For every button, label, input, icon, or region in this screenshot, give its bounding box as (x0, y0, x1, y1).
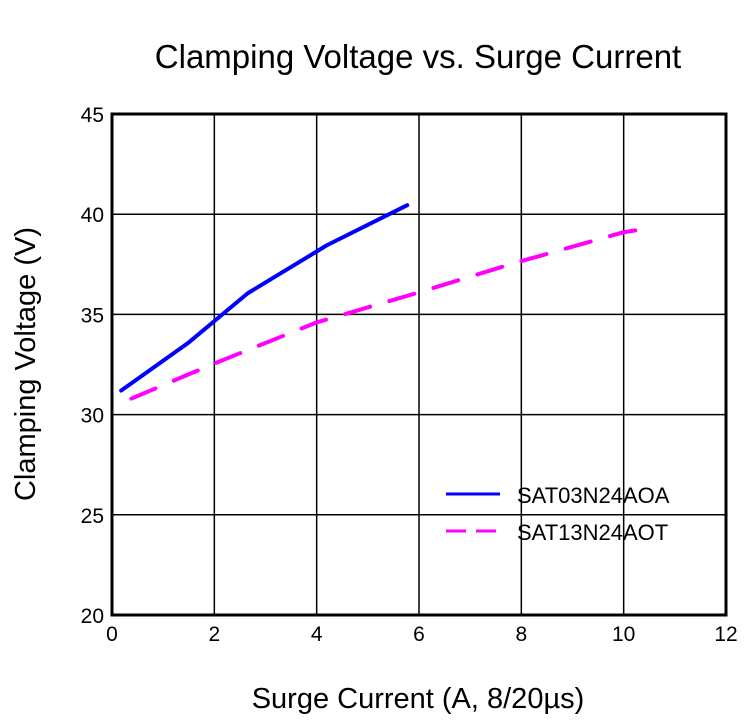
series-lines (119, 203, 645, 401)
y-axis-label: Clamping Voltage (V) (10, 227, 42, 501)
series-line-1 (129, 227, 645, 401)
x-tick-label: 6 (413, 623, 425, 646)
legend-label-1: SAT13N24AOT (517, 520, 668, 545)
y-tick-label: 20 (81, 605, 104, 628)
x-tick-label: 0 (106, 623, 118, 646)
y-tick-label: 25 (81, 505, 104, 528)
x-tick-label: 2 (208, 623, 220, 646)
legend: SAT03N24AOA SAT13N24AOT (446, 483, 670, 545)
x-tick-label: 8 (515, 623, 527, 646)
x-tick-label: 4 (311, 623, 323, 646)
y-tick-label: 35 (81, 304, 104, 327)
legend-label-0: SAT03N24AOA (517, 483, 670, 508)
series-line-0 (119, 203, 410, 393)
y-tick-label: 45 (81, 104, 104, 127)
tick-labels: 0 2 4 6 8 10 12 20 25 30 35 40 45 (81, 104, 738, 646)
y-tick-label: 40 (81, 204, 104, 227)
x-axis-label: Surge Current (A, 8/20µs) (252, 683, 585, 715)
x-tick-label: 10 (612, 623, 635, 646)
plot-frame (110, 112, 728, 617)
chart-title: Clamping Voltage vs. Surge Current (155, 38, 681, 75)
y-tick-label: 30 (81, 405, 104, 428)
x-tick-label: 12 (714, 623, 737, 646)
